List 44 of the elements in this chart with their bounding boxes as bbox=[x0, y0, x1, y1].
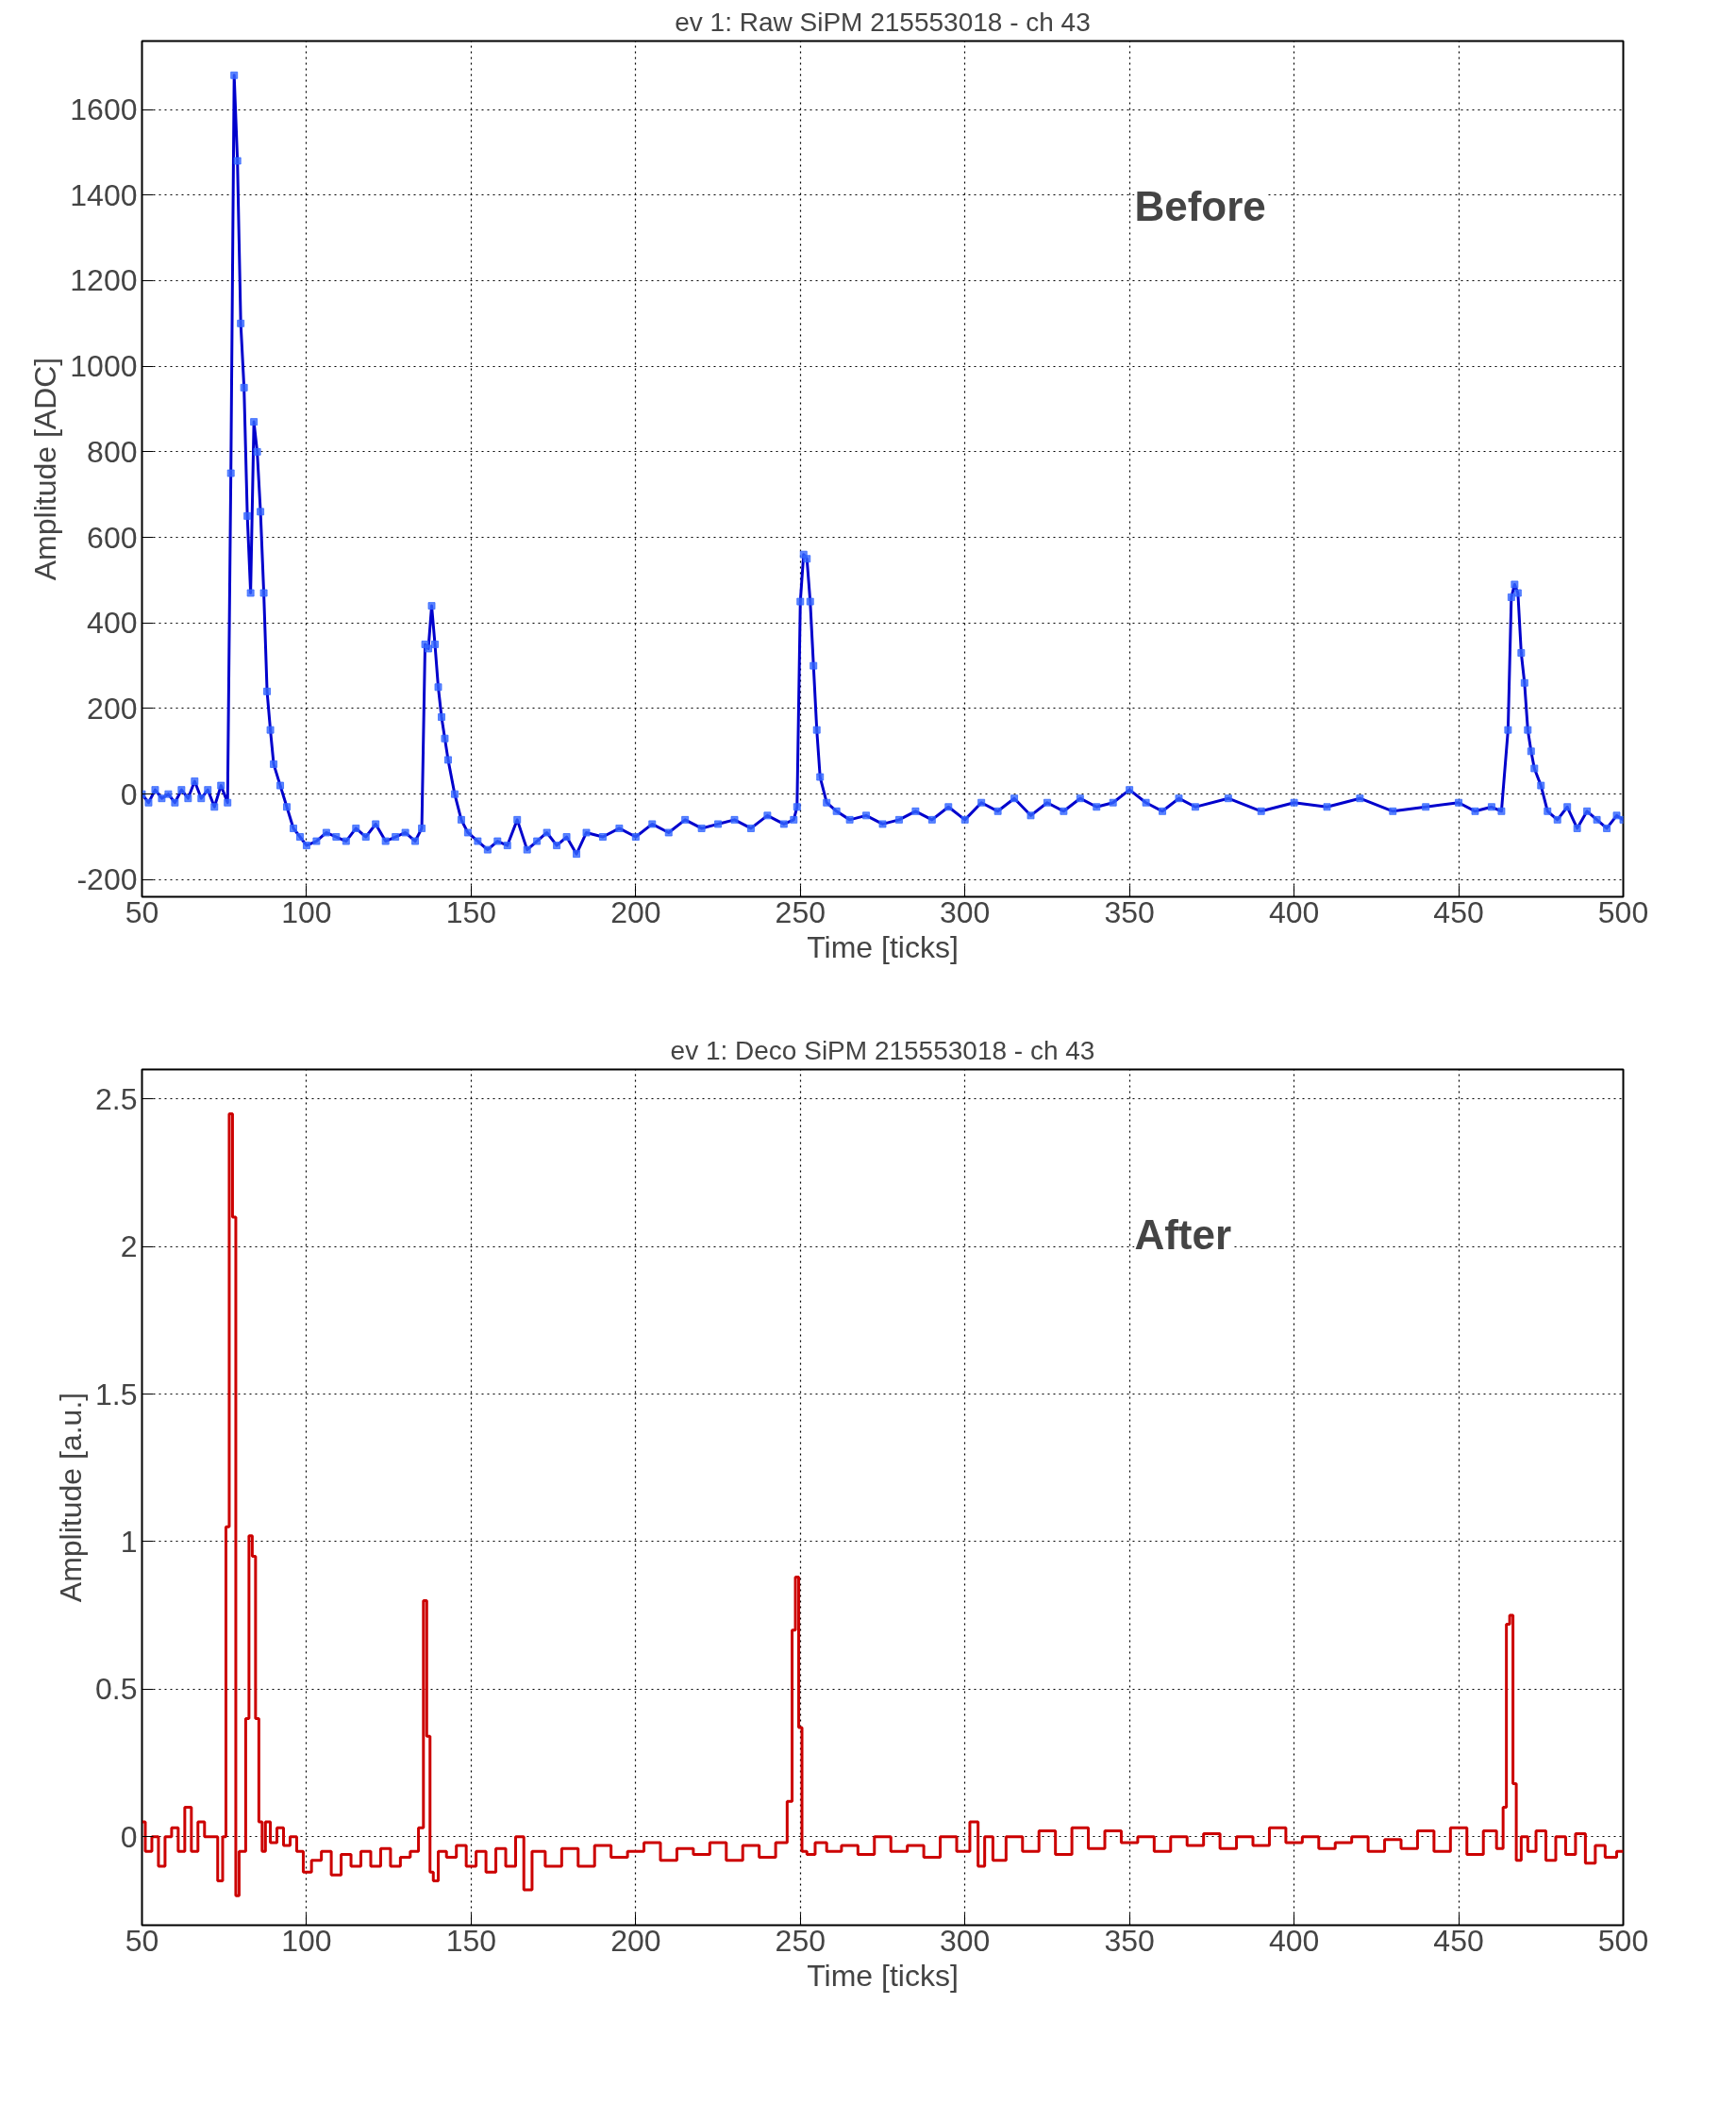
y-tick-label: 1.5 bbox=[95, 1377, 138, 1411]
y-tick-label: 1000 bbox=[70, 349, 138, 384]
y-tick-label: 0.5 bbox=[95, 1672, 138, 1707]
y-tick-label: -200 bbox=[76, 862, 138, 897]
x-tick-label: 50 bbox=[125, 1923, 159, 1958]
y-tick-label: 1400 bbox=[70, 177, 138, 212]
y-tick-label: 800 bbox=[87, 434, 138, 469]
x-tick-label: 400 bbox=[1268, 1923, 1320, 1958]
x-tick-label: 50 bbox=[125, 894, 159, 929]
x-tick-label: 450 bbox=[1433, 894, 1484, 929]
y-axis-title: Amplitude [ADC] bbox=[28, 357, 63, 581]
x-tick-label: 150 bbox=[445, 894, 497, 929]
chart-title: ev 1: Raw SiPM 215553018 - ch 43 bbox=[675, 7, 1091, 37]
y-tick-label: 2 bbox=[120, 1229, 138, 1264]
x-tick-label: 500 bbox=[1597, 894, 1649, 929]
x-tick-label: 200 bbox=[610, 1923, 661, 1958]
annotation: Before bbox=[1134, 183, 1266, 230]
x-tick-label: 350 bbox=[1104, 894, 1155, 929]
y-tick-label: 1600 bbox=[70, 92, 138, 127]
y-tick-label: 0 bbox=[120, 776, 138, 811]
x-tick-label: 350 bbox=[1104, 1923, 1155, 1958]
x-tick-label: 300 bbox=[940, 1923, 991, 1958]
x-tick-label: 400 bbox=[1268, 894, 1320, 929]
y-tick-label: 1 bbox=[120, 1524, 138, 1559]
x-tick-label: 300 bbox=[940, 894, 991, 929]
x-tick-label: 100 bbox=[281, 1923, 332, 1958]
y-tick-label: 600 bbox=[87, 520, 138, 555]
chart-title: ev 1: Deco SiPM 215553018 - ch 43 bbox=[670, 1035, 1095, 1065]
x-tick-label: 500 bbox=[1597, 1923, 1649, 1958]
x-axis-title: Time [ticks] bbox=[807, 1958, 959, 1993]
x-tick-label: 200 bbox=[610, 894, 661, 929]
y-tick-label: 1200 bbox=[70, 263, 138, 298]
x-axis-title: Time [ticks] bbox=[807, 929, 959, 964]
x-tick-label: 100 bbox=[281, 894, 332, 929]
y-tick-label: 2.5 bbox=[95, 1081, 138, 1116]
x-tick-label: 450 bbox=[1433, 1923, 1484, 1958]
y-axis-title: Amplitude [a.u.] bbox=[54, 1392, 89, 1603]
x-tick-label: 150 bbox=[445, 1923, 497, 1958]
x-tick-label: 250 bbox=[775, 1923, 826, 1958]
x-tick-label: 250 bbox=[775, 894, 826, 929]
y-tick-label: 400 bbox=[87, 606, 138, 641]
y-tick-label: 200 bbox=[87, 691, 138, 726]
y-tick-label: 0 bbox=[120, 1819, 138, 1854]
annotation: After bbox=[1134, 1211, 1232, 1259]
